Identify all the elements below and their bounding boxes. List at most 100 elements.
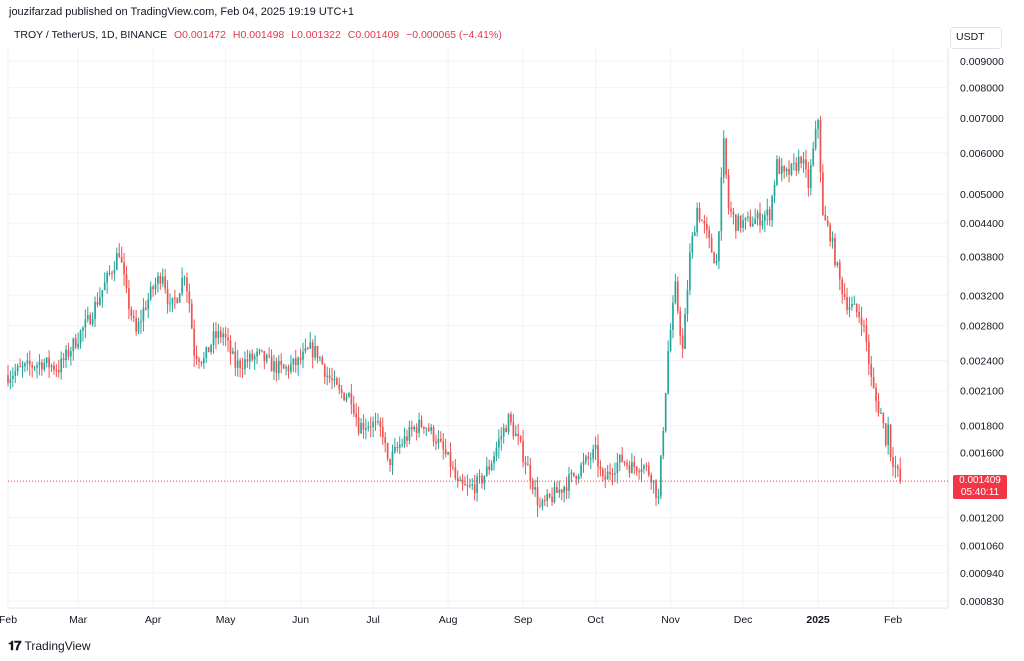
candle-body bbox=[398, 444, 401, 449]
candle-body bbox=[282, 364, 285, 369]
candle-body bbox=[580, 464, 582, 477]
candle-body bbox=[505, 427, 507, 433]
candle-body bbox=[302, 351, 304, 360]
candle-body bbox=[534, 487, 536, 490]
candle-body bbox=[343, 392, 345, 401]
candle-body bbox=[882, 412, 885, 424]
candle-body bbox=[372, 422, 374, 428]
tradingview-footer[interactable]: 𝟏𝟕 TradingView bbox=[8, 638, 91, 654]
candle-body bbox=[754, 218, 757, 224]
candle-body bbox=[589, 458, 592, 460]
close-value: C0.001409 bbox=[347, 29, 400, 41]
candle-body bbox=[522, 440, 524, 463]
candle-body bbox=[761, 220, 764, 226]
candle-body bbox=[265, 355, 268, 362]
candle-body bbox=[657, 496, 660, 498]
y-tick-label: 0.004400 bbox=[960, 218, 1004, 230]
candle-body bbox=[689, 252, 691, 291]
candle-body bbox=[365, 428, 367, 430]
candle-body bbox=[855, 303, 858, 313]
candle-body bbox=[597, 444, 599, 467]
candle-body bbox=[834, 238, 836, 266]
candle-body bbox=[328, 375, 331, 379]
candle-body bbox=[565, 486, 568, 491]
candle-body bbox=[631, 462, 633, 473]
candle-body bbox=[253, 356, 256, 360]
candle-body bbox=[807, 169, 810, 188]
candle-body bbox=[195, 355, 198, 360]
candle-body bbox=[601, 469, 604, 477]
candle-body bbox=[437, 438, 440, 444]
candle-body bbox=[24, 363, 26, 367]
candle-body bbox=[822, 172, 824, 215]
candle-body bbox=[292, 358, 295, 365]
x-tick-label: Oct bbox=[587, 614, 603, 626]
y-tick-label: 0.001200 bbox=[960, 512, 1004, 524]
candle-body bbox=[374, 421, 377, 423]
candle-body bbox=[403, 436, 406, 445]
candle-body bbox=[539, 505, 541, 507]
candle-body bbox=[720, 177, 723, 232]
candle-body bbox=[693, 232, 696, 237]
y-tick-label: 0.003800 bbox=[960, 251, 1004, 263]
candle-body bbox=[797, 156, 800, 171]
candle-body bbox=[667, 351, 669, 394]
candle-body bbox=[498, 439, 500, 448]
candle-body bbox=[132, 316, 135, 319]
candle-body bbox=[865, 325, 868, 342]
candle-body bbox=[331, 378, 333, 381]
symbol-name[interactable]: TROY / TetherUS, 1D, BINANCE bbox=[14, 29, 168, 41]
candle-body bbox=[461, 479, 464, 484]
candle-body bbox=[568, 474, 570, 491]
candle-body bbox=[425, 428, 428, 430]
candle-body bbox=[357, 417, 360, 434]
candle-body bbox=[41, 362, 43, 370]
candle-body bbox=[742, 220, 744, 228]
candle-body bbox=[884, 423, 887, 446]
candle-body bbox=[251, 353, 254, 360]
candle-body bbox=[43, 363, 46, 370]
candle-body bbox=[485, 466, 488, 476]
candle-body bbox=[389, 458, 391, 466]
bar-countdown: 05:40:11 bbox=[960, 487, 1000, 498]
candle-body bbox=[304, 348, 307, 352]
y-tick-label: 0.002400 bbox=[960, 355, 1004, 367]
candle-body bbox=[713, 252, 715, 264]
candle-body bbox=[200, 361, 203, 364]
candle-body bbox=[128, 288, 130, 309]
candle-body bbox=[79, 330, 82, 344]
candle-body bbox=[48, 357, 50, 368]
candle-body bbox=[120, 256, 123, 263]
candle-body bbox=[570, 472, 573, 475]
candle-body bbox=[691, 236, 694, 253]
candle-body bbox=[72, 338, 75, 352]
candle-body bbox=[86, 315, 89, 320]
candle-body bbox=[55, 369, 58, 371]
candle-body bbox=[527, 464, 529, 466]
candle-body bbox=[193, 328, 196, 356]
candle-body bbox=[546, 494, 549, 501]
candle-body bbox=[101, 290, 104, 298]
candle-body bbox=[664, 393, 667, 431]
candle-body bbox=[892, 457, 894, 467]
candle-body bbox=[616, 462, 619, 473]
candle-body bbox=[338, 384, 341, 390]
candle-body bbox=[543, 499, 546, 501]
candle-body bbox=[819, 119, 822, 173]
candle-body bbox=[171, 297, 174, 304]
candle-body bbox=[106, 273, 108, 283]
candle-body bbox=[863, 325, 865, 327]
candle-body bbox=[606, 471, 609, 480]
candle-body bbox=[89, 315, 92, 325]
candle-body bbox=[684, 314, 686, 349]
candle-body bbox=[183, 277, 186, 279]
candle-body bbox=[626, 462, 628, 466]
candle-body bbox=[853, 303, 856, 305]
x-tick-label: May bbox=[216, 614, 237, 626]
currency-unit-button[interactable] bbox=[950, 27, 1002, 49]
candle-body bbox=[488, 466, 491, 471]
candle-body bbox=[759, 212, 761, 226]
candle-body bbox=[838, 262, 841, 280]
candle-body bbox=[258, 349, 261, 352]
